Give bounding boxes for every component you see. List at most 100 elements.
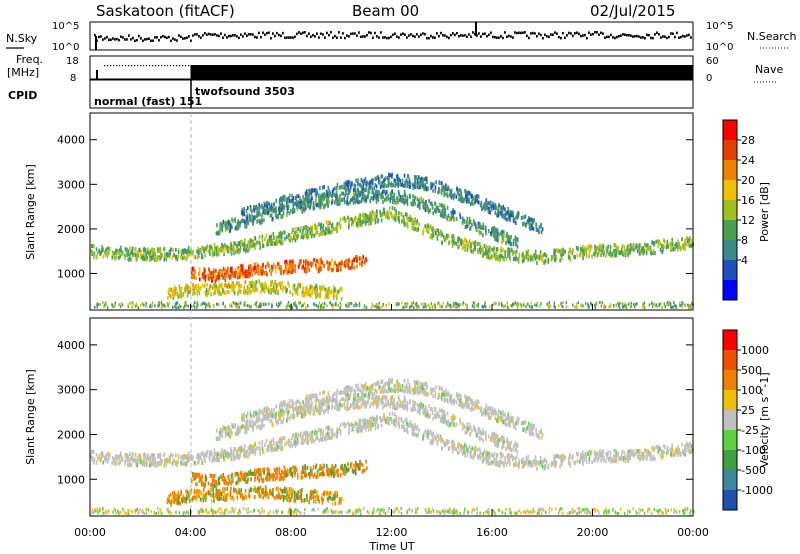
echo-mark [353, 265, 356, 270]
echo-mark [364, 419, 366, 424]
echo-mark [280, 195, 283, 200]
echo-mark [310, 261, 312, 266]
nsky-mark [320, 32, 322, 35]
echo-mark [398, 192, 401, 197]
echo-mark [506, 234, 509, 239]
echo-mark [216, 302, 219, 306]
freq-mark [173, 65, 175, 67]
echo-mark [538, 304, 541, 308]
echo-mark [440, 233, 442, 238]
echo-mark [478, 241, 481, 246]
echo-mark [486, 253, 488, 258]
echo-mark [647, 450, 650, 455]
echo-mark [416, 219, 419, 224]
echo-mark [323, 184, 325, 189]
echo-mark [589, 248, 591, 253]
echo-mark [105, 301, 107, 305]
echo-mark [382, 207, 385, 212]
echo-mark [308, 290, 311, 295]
echo-mark [265, 203, 268, 208]
echo-mark [576, 305, 578, 309]
echo-mark [310, 263, 313, 268]
echo-mark [324, 437, 327, 442]
echo-mark [464, 453, 466, 458]
echo-mark [303, 202, 305, 207]
echo-mark [201, 273, 204, 278]
echo-mark [417, 185, 420, 190]
echo-mark [102, 460, 105, 465]
echo-mark [349, 266, 352, 271]
echo-mark [406, 301, 409, 305]
echo-mark [514, 257, 517, 262]
nsky-mark [580, 34, 582, 38]
echo-mark [378, 301, 381, 305]
nsky-mark [102, 38, 104, 41]
echo-mark [232, 273, 234, 278]
echo-mark [393, 206, 396, 211]
echo-mark [202, 246, 205, 251]
echo-mark [569, 257, 572, 262]
echo-mark [91, 455, 94, 460]
echo-mark [191, 251, 193, 256]
echo-mark [685, 242, 687, 247]
station-title: Saskatoon (fitACF) [96, 2, 235, 20]
echo-mark [332, 192, 334, 197]
echo-mark [144, 256, 146, 261]
echo-mark [448, 187, 450, 192]
echo-mark [307, 292, 309, 297]
echo-mark [289, 193, 291, 198]
echo-mark [440, 181, 443, 186]
nsky-mark [318, 36, 320, 39]
nsky-mark [568, 31, 570, 35]
freq-mark [161, 65, 163, 67]
echo-mark [292, 286, 295, 291]
echo-mark [507, 306, 510, 310]
echo-mark [452, 196, 455, 201]
echo-mark [600, 458, 602, 463]
echo-mark [286, 209, 289, 214]
echo-mark [471, 240, 474, 245]
echo-mark [365, 258, 367, 263]
echo-mark [184, 285, 187, 290]
echo-mark [277, 215, 280, 220]
nsky-mark [198, 34, 200, 38]
echo-mark [296, 231, 299, 236]
echo-mark [621, 243, 624, 248]
echo-mark [227, 221, 230, 226]
echo-mark [382, 195, 384, 200]
echo-mark [527, 249, 530, 254]
echo-mark [531, 218, 533, 223]
echo-mark [97, 302, 100, 306]
echo-mark [366, 180, 369, 185]
nsky-mark [202, 34, 204, 37]
echo-mark [414, 303, 417, 307]
echo-mark [381, 305, 384, 309]
echo-mark [279, 239, 281, 244]
nsky-mark [562, 31, 564, 35]
echo-mark [561, 252, 563, 257]
echo-mark [483, 202, 486, 207]
echo-mark [602, 247, 604, 252]
echo-mark [236, 305, 238, 309]
echo-mark [273, 235, 275, 240]
echo-mark [605, 459, 607, 464]
echo-mark [331, 222, 334, 227]
echo-mark [249, 284, 252, 289]
echo-mark [325, 220, 328, 225]
echo-mark [458, 304, 460, 308]
echo-mark [115, 249, 117, 254]
echo-mark [628, 449, 630, 454]
echo-mark [477, 224, 480, 229]
nsky-mark [458, 34, 460, 38]
echo-mark [267, 286, 270, 291]
echo-mark [596, 246, 598, 251]
echo-mark [187, 245, 190, 250]
echo-mark [466, 306, 468, 310]
echo-mark [347, 258, 350, 263]
echo-mark [96, 456, 99, 461]
echo-mark [390, 416, 393, 421]
echo-mark [253, 288, 256, 293]
echo-mark [149, 305, 151, 309]
echo-mark [284, 236, 286, 241]
nsky-mark [304, 31, 306, 34]
